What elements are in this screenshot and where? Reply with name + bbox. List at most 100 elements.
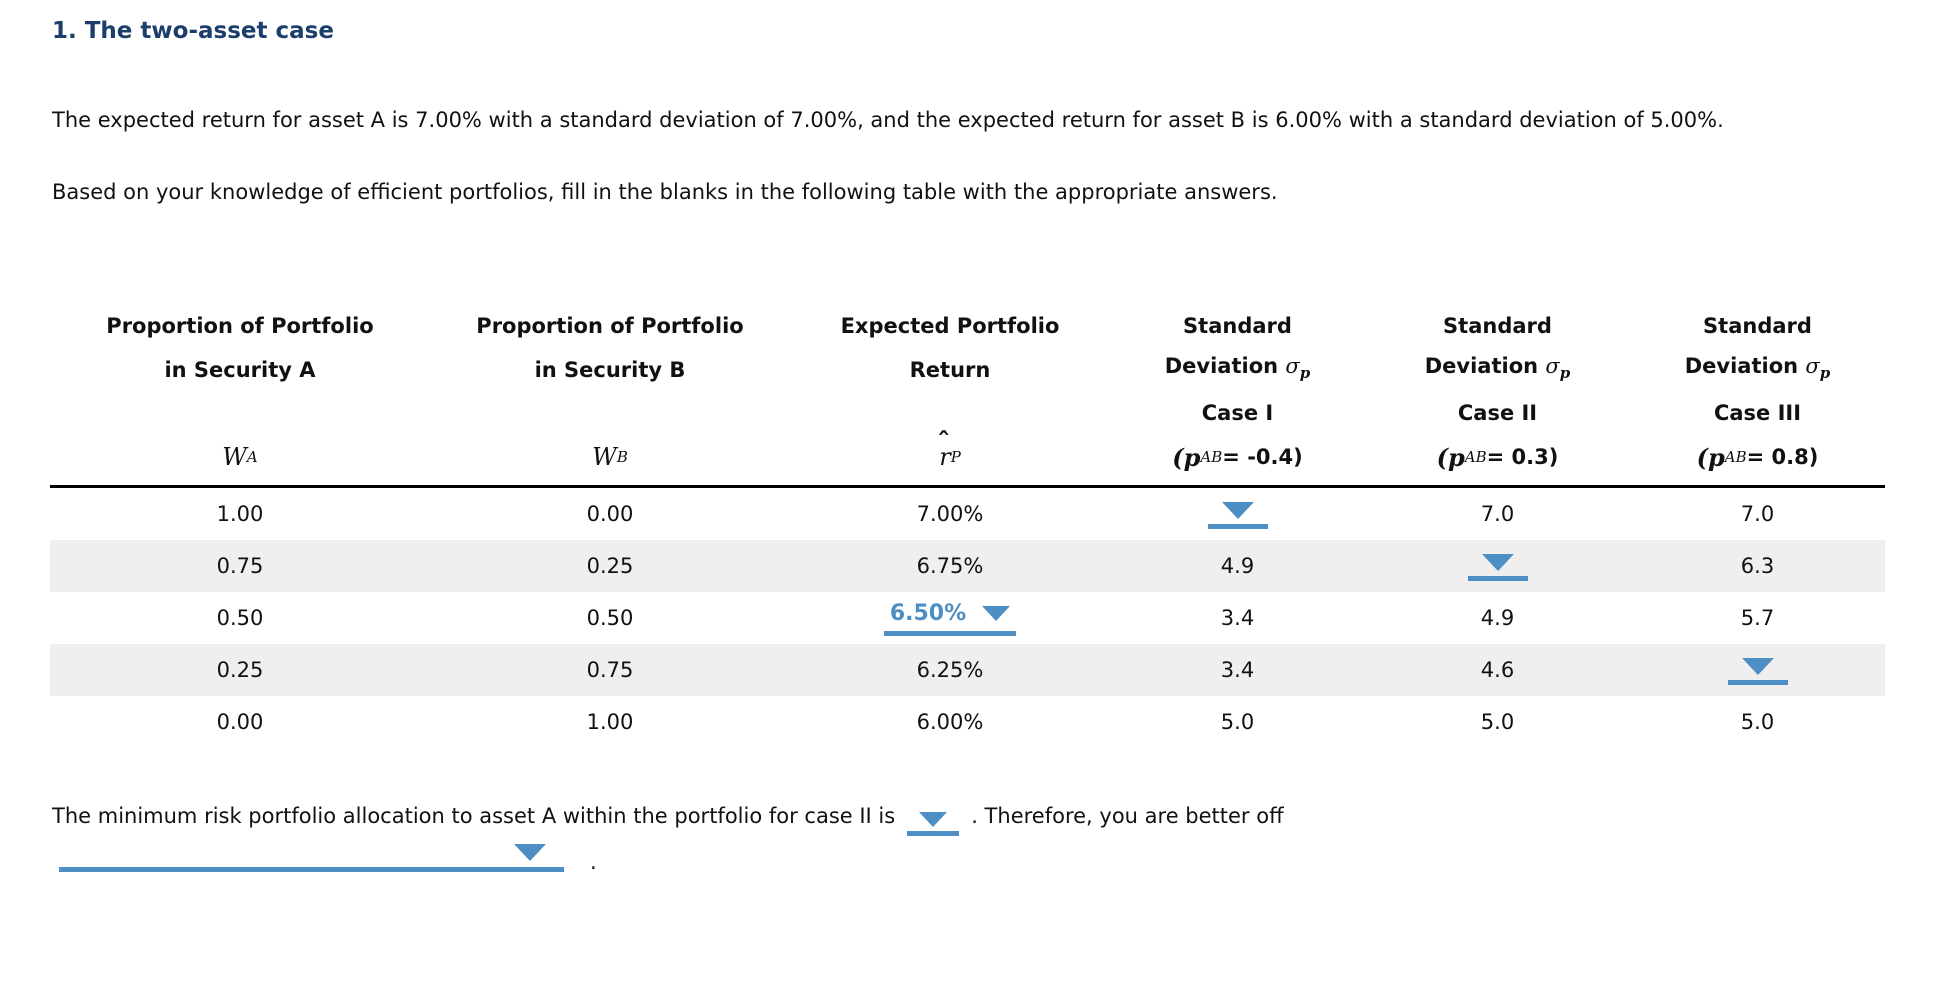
cell-case2-blank xyxy=(1365,552,1630,581)
cell-case2: 4.9 xyxy=(1480,606,1515,631)
cell-return: 6.25% xyxy=(916,658,984,683)
rho-symbol: p xyxy=(1708,442,1725,472)
col-header-security-b-line1: Proportion of Portfolio xyxy=(476,314,744,338)
cell-wb: 0.75 xyxy=(586,658,634,683)
rho-symbol: p xyxy=(1448,442,1465,472)
chevron-down-icon xyxy=(919,812,948,828)
symbol-rho-case3: (p AB = 0.8) xyxy=(1630,433,1885,481)
cell-wa: 0.50 xyxy=(216,606,264,631)
dropdown-underline xyxy=(1727,679,1788,685)
cell-case1: 4.9 xyxy=(1220,554,1255,579)
chevron-down-icon xyxy=(1481,553,1514,571)
chevron-down-icon xyxy=(514,844,546,862)
cell-wa: 0.00 xyxy=(216,710,264,735)
rho-subscript: AB xyxy=(1464,448,1487,467)
col-header-security-b-line2: in Security B xyxy=(534,357,686,382)
w-subscript: A xyxy=(246,448,258,467)
case3-label: Case III xyxy=(1713,401,1802,426)
sigma-subscript: p xyxy=(1559,364,1571,383)
portfolio-table: Proportion of Portfolio Proportion of Po… xyxy=(50,306,1885,748)
cell-case3-blank xyxy=(1630,656,1885,685)
table-header-row-3: Case I Case II Case III xyxy=(50,393,1885,433)
cell-case1-blank xyxy=(1110,500,1365,529)
cell-case3: 7.0 xyxy=(1740,502,1775,527)
conclusion-text-before: The minimum risk portfolio allocation to… xyxy=(52,804,896,829)
dropdown-blank[interactable] xyxy=(1727,657,1788,685)
quiz-page: 1. The two-asset case The expected retur… xyxy=(0,18,1936,982)
instruction-paragraph: Based on your knowledge of efficient por… xyxy=(52,180,1278,204)
cell-return-answered: 6.50% xyxy=(790,601,1110,636)
dropdown-blank[interactable] xyxy=(1207,501,1268,529)
rho-value: = -0.4) xyxy=(1222,445,1303,470)
symbol-rho-case2: (p AB = 0.3) xyxy=(1365,433,1630,481)
col-header-return-line1: Expected Portfolio xyxy=(840,314,1060,338)
paren-open: ( xyxy=(1172,442,1184,472)
table-row: 0.50 0.50 6.50% 3.4 4.9 5.7 xyxy=(50,592,1885,644)
paren-open: ( xyxy=(1696,442,1708,472)
rho-value: = 0.8) xyxy=(1746,445,1819,470)
final-answer-line: . xyxy=(59,844,1936,875)
col-header-case2-line2: Deviation σp xyxy=(1365,346,1630,393)
rho-subscript: AB xyxy=(1200,448,1223,467)
rho-symbol: p xyxy=(1183,442,1201,472)
dropdown-answer-value: 6.50% xyxy=(889,600,967,626)
table-row: 0.00 1.00 6.00% 5.0 5.0 5.0 xyxy=(50,696,1885,748)
deviation-label: Deviation xyxy=(1164,354,1279,378)
chevron-down-icon xyxy=(1741,657,1774,675)
cell-wb: 1.00 xyxy=(586,710,634,735)
table-row: 0.25 0.75 6.25% 3.4 4.6 xyxy=(50,644,1885,697)
long-dropdown-blank[interactable] xyxy=(59,844,564,873)
cell-case3: 6.3 xyxy=(1740,554,1775,579)
sigma-subscript: p xyxy=(1299,364,1311,383)
cell-case1: 5.0 xyxy=(1220,710,1255,735)
deviation-label: Deviation xyxy=(1684,354,1799,378)
col-header-case3-line2: Deviation σp xyxy=(1630,346,1885,393)
cell-wa: 0.75 xyxy=(216,554,264,579)
sigma-symbol: σ xyxy=(1545,354,1560,378)
inline-dropdown-blank[interactable] xyxy=(907,812,960,837)
cell-wa: 1.00 xyxy=(216,502,264,527)
cell-wb: 0.50 xyxy=(586,606,634,631)
sigma-symbol: σ xyxy=(1285,354,1300,378)
cell-return: 6.00% xyxy=(916,710,984,735)
dropdown-underline xyxy=(1467,575,1528,581)
table-header-row-2: in Security A in Security B Return Devia… xyxy=(50,346,1885,393)
intro-paragraph: The expected return for asset A is 7.00%… xyxy=(52,108,1724,132)
col-header-case2-line1: Standard xyxy=(1443,314,1552,338)
case1-label: Case I xyxy=(1201,401,1274,426)
cell-case1: 3.4 xyxy=(1220,606,1255,631)
col-header-case1-line1: Standard xyxy=(1183,314,1292,338)
cell-wa: 0.25 xyxy=(216,658,264,683)
col-header-security-a-line1: Proportion of Portfolio xyxy=(106,314,374,338)
dropdown-underline xyxy=(907,831,960,837)
case2-label: Case II xyxy=(1457,401,1538,426)
conclusion-text-after: . Therefore, you are better off xyxy=(971,804,1284,829)
col-header-security-a-line2: in Security A xyxy=(164,357,316,382)
cell-case1: 3.4 xyxy=(1220,658,1255,683)
cell-case2: 5.0 xyxy=(1480,710,1515,735)
chevron-down-icon xyxy=(982,605,1011,621)
sigma-subscript: p xyxy=(1819,364,1831,383)
dropdown-underline xyxy=(1207,523,1268,529)
w-subscript: B xyxy=(616,448,628,467)
w-symbol: W xyxy=(592,443,617,472)
symbol-rho-case1: (p AB = -0.4) xyxy=(1110,433,1365,481)
col-header-case1-line2: Deviation σp xyxy=(1110,346,1365,393)
final-period: . xyxy=(590,850,597,875)
page-title: 1. The two-asset case xyxy=(52,18,334,44)
table-header-row-1: Proportion of Portfolio Proportion of Po… xyxy=(50,306,1885,346)
table-row: 0.75 0.25 6.75% 4.9 6.3 xyxy=(50,540,1885,593)
hat-accent: ˆ xyxy=(937,428,951,459)
sigma-symbol: σ xyxy=(1805,354,1820,378)
dropdown-answered[interactable]: 6.50% xyxy=(883,600,1017,636)
rho-subscript: AB xyxy=(1724,448,1747,467)
dropdown-blank[interactable] xyxy=(1467,553,1528,581)
r-symbol: r xyxy=(939,443,951,472)
cell-case3: 5.7 xyxy=(1740,606,1775,631)
conclusion-sentence: The minimum risk portfolio allocation to… xyxy=(52,804,1936,837)
deviation-label: Deviation xyxy=(1424,354,1539,378)
